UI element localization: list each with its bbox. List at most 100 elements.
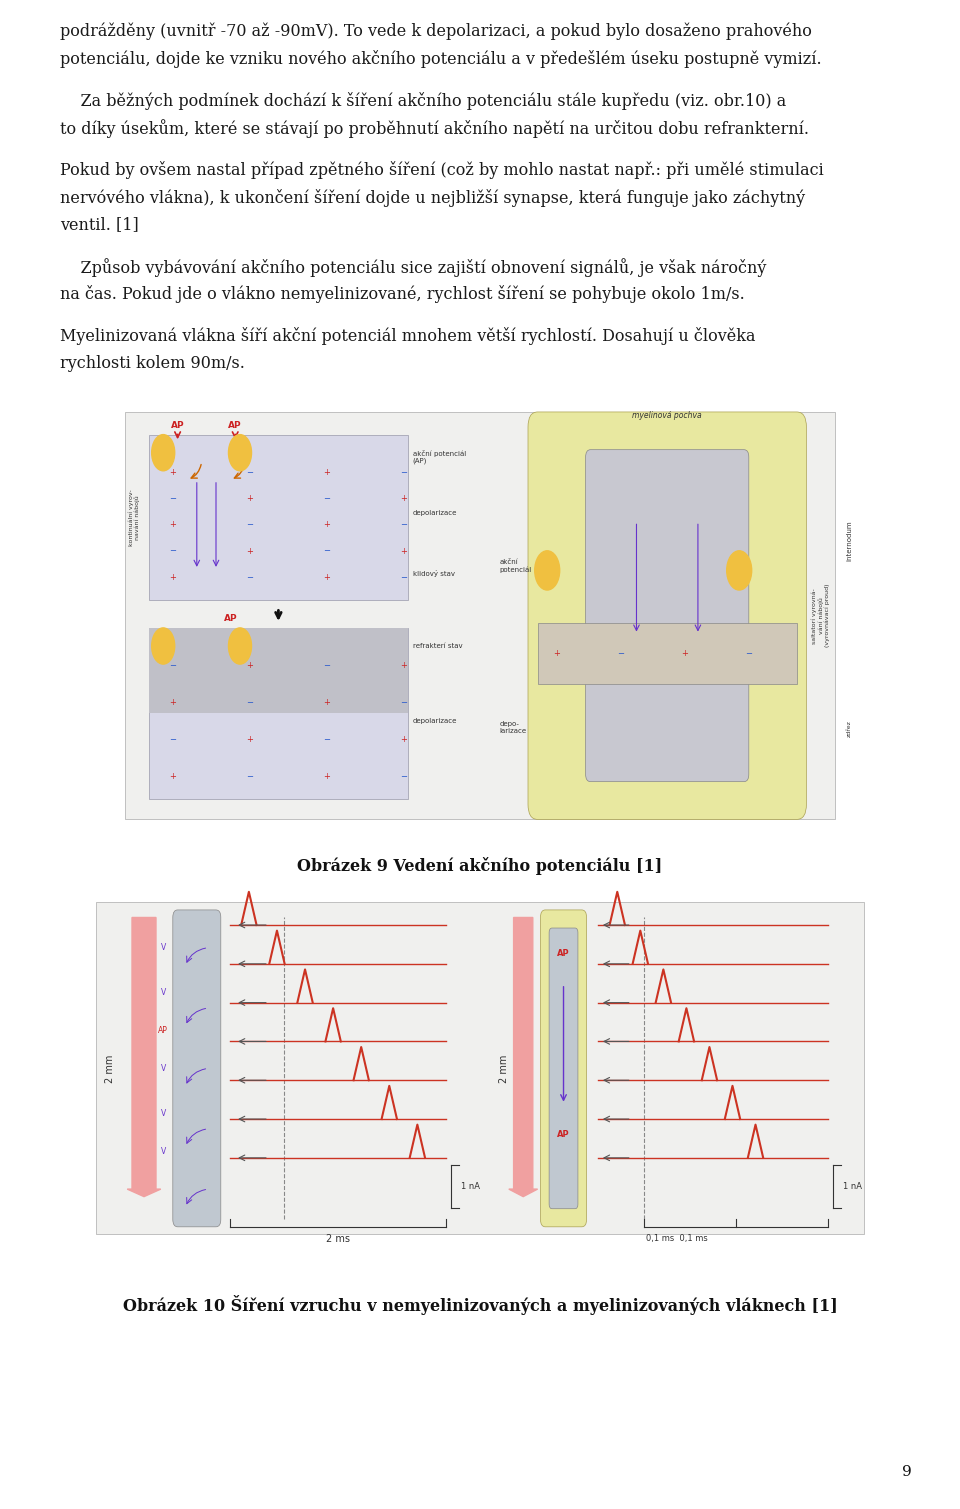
Text: −: − <box>399 468 407 477</box>
FancyBboxPatch shape <box>149 628 408 800</box>
Text: Na⁺: Na⁺ <box>156 450 170 456</box>
Text: AP: AP <box>224 614 237 623</box>
Text: +: + <box>246 661 253 670</box>
FancyBboxPatch shape <box>173 910 221 1227</box>
FancyBboxPatch shape <box>96 902 864 1234</box>
Text: klidový stav: klidový stav <box>413 570 455 578</box>
Text: +: + <box>169 773 177 780</box>
Text: V: V <box>160 1147 166 1156</box>
Text: +: + <box>399 493 407 502</box>
Text: Za běžných podmínek dochází k šíření akčního potenciálu stále kupředu (viz. obr.: Za běžných podmínek dochází k šíření akč… <box>60 92 786 110</box>
Text: +: + <box>169 521 177 530</box>
Text: Na⁺: Na⁺ <box>233 450 247 456</box>
Text: Obrázek 9 Vedení akčního potenciálu [1]: Obrázek 9 Vedení akčního potenciálu [1] <box>298 857 662 875</box>
Text: −: − <box>323 735 330 744</box>
Text: −: − <box>617 649 624 658</box>
Text: +: + <box>323 773 330 780</box>
Text: AP: AP <box>171 421 184 430</box>
Text: akční
potenciál: akční potenciál <box>499 560 532 573</box>
Text: rychlosti kolem 90m/s.: rychlosti kolem 90m/s. <box>60 355 245 371</box>
Circle shape <box>535 551 560 590</box>
Text: −: − <box>399 573 407 582</box>
Text: −: − <box>246 699 253 708</box>
Text: V: V <box>160 1064 166 1073</box>
FancyBboxPatch shape <box>125 412 835 819</box>
Text: depolarizace: depolarizace <box>413 718 457 724</box>
Text: −: − <box>745 649 753 658</box>
Circle shape <box>152 435 175 471</box>
Text: −: − <box>399 773 407 780</box>
Circle shape <box>228 628 252 664</box>
Text: AP: AP <box>557 949 570 958</box>
Text: 9: 9 <box>902 1465 912 1479</box>
Text: −: − <box>323 661 330 670</box>
Text: Na⁺: Na⁺ <box>733 567 745 573</box>
FancyBboxPatch shape <box>528 412 806 819</box>
Text: −: − <box>169 735 177 744</box>
Text: +: + <box>399 661 407 670</box>
Text: V: V <box>160 1109 166 1118</box>
Text: +: + <box>169 699 177 708</box>
Text: +: + <box>323 573 330 582</box>
Text: nervóvého vlákna), k ukončení šíření dojde u nejbližší synapse, která funguje ja: nervóvého vlákna), k ukončení šíření doj… <box>60 189 805 207</box>
Text: −: − <box>246 773 253 780</box>
Text: potenciálu, dojde ke vzniku nového akčního potenciálu a v předešlém úseku postup: potenciálu, dojde ke vzniku nového akční… <box>60 50 822 68</box>
Text: +: + <box>169 573 177 582</box>
Text: −: − <box>323 493 330 502</box>
Text: 2 ms: 2 ms <box>326 1234 350 1245</box>
Text: myelinová pochva: myelinová pochva <box>633 410 702 420</box>
Text: +: + <box>323 468 330 477</box>
FancyBboxPatch shape <box>549 928 578 1209</box>
Text: AP: AP <box>228 421 242 430</box>
Text: V: V <box>160 943 166 952</box>
Text: +: + <box>169 468 177 477</box>
FancyBboxPatch shape <box>149 435 408 601</box>
Text: Na⁺: Na⁺ <box>233 643 247 649</box>
Text: +: + <box>682 649 688 658</box>
Circle shape <box>228 435 252 471</box>
Text: Na⁺: Na⁺ <box>156 643 170 649</box>
Text: 1 nA: 1 nA <box>843 1182 862 1191</box>
Text: +: + <box>553 649 561 658</box>
Text: depolarizace: depolarizace <box>413 510 457 516</box>
Text: Myelinizovaná vlákna šíří akční potenciál mnohem větší rychlostí. Dosahují u člo: Myelinizovaná vlákna šíří akční potenciá… <box>60 327 756 346</box>
Text: 1 nA: 1 nA <box>461 1182 480 1191</box>
Text: AP: AP <box>557 1130 570 1139</box>
Text: podrážděny (uvnitř -70 až -90mV). To vede k depolarizaci, a pokud bylo dosaženo : podrážděny (uvnitř -70 až -90mV). To ved… <box>60 23 812 41</box>
Text: −: − <box>246 521 253 530</box>
Text: 0,1 ms  0,1 ms: 0,1 ms 0,1 ms <box>646 1234 708 1243</box>
Text: −: − <box>169 546 177 555</box>
Text: Způsob vybávování akčního potenciálu sice zajiští obnovení signálů, je však náro: Způsob vybávování akčního potenciálu sic… <box>60 258 766 278</box>
Text: +: + <box>399 546 407 555</box>
Text: −: − <box>399 699 407 708</box>
Text: −: − <box>169 493 177 502</box>
Text: +: + <box>246 546 253 555</box>
Text: to díky úsekům, které se stávají po proběhnutí akčního napětí na určitou dobu re: to díky úsekům, které se stávají po prob… <box>60 119 809 139</box>
Text: depo-
larizace: depo- larizace <box>499 721 526 735</box>
FancyArrow shape <box>509 917 538 1197</box>
Text: kontinuální vyrov-
navání nábojů: kontinuální vyrov- navání nábojů <box>129 489 140 546</box>
Text: akční potenciál
(AP): akční potenciál (AP) <box>413 450 466 465</box>
Text: ventil. [1]: ventil. [1] <box>60 216 139 232</box>
FancyBboxPatch shape <box>538 623 797 684</box>
Text: +: + <box>323 699 330 708</box>
Text: +: + <box>246 735 253 744</box>
Text: Na⁺: Na⁺ <box>541 567 553 573</box>
Text: −: − <box>323 546 330 555</box>
FancyBboxPatch shape <box>540 910 587 1227</box>
Text: 2 mm: 2 mm <box>106 1055 115 1082</box>
Text: AP: AP <box>158 1026 168 1035</box>
Text: −: − <box>246 468 253 477</box>
Text: −: − <box>169 661 177 670</box>
Text: saltatorí vyrovná-
vání nábojů
(vyrovnávací proud): saltatorí vyrovná- vání nábojů (vyrovnáv… <box>811 584 830 647</box>
Text: Obrázek 10 Šíření vzruchu v nemyelinizovaných a myelinizovaných vláknech [1]: Obrázek 10 Šíření vzruchu v nemyelinizov… <box>123 1295 837 1314</box>
Text: +: + <box>246 493 253 502</box>
Text: Pokud by ovšem nastal případ zpětného šíření (což by mohlo nastat např.: při umě: Pokud by ovšem nastal případ zpětného ší… <box>60 161 824 180</box>
FancyArrow shape <box>127 917 160 1197</box>
Text: zdřez: zdřez <box>847 720 852 738</box>
FancyBboxPatch shape <box>149 628 408 714</box>
Text: 2 mm: 2 mm <box>499 1055 509 1082</box>
Text: +: + <box>323 521 330 530</box>
Text: −: − <box>399 521 407 530</box>
Text: internodum: internodum <box>847 521 852 560</box>
